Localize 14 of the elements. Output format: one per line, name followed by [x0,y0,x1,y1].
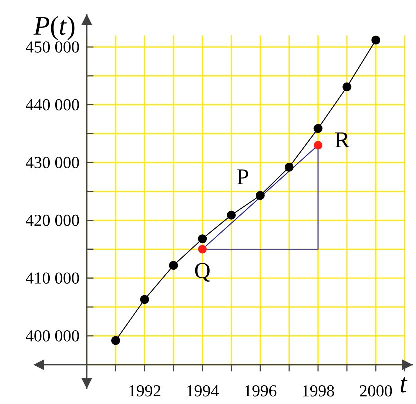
y-tick-label: 440 000 [26,99,80,111]
y-axis-title: P(t) [34,16,75,41]
y-tick-label: 430 000 [26,157,80,168]
annotation: P [237,170,248,185]
x-tick-label: 1998 [303,385,334,397]
x-tick-label: 1996 [245,385,277,397]
y-tick-label: 420 000 [26,214,80,226]
y-tick-label: 400 000 [26,330,80,342]
x-tick-label: 2000 [360,385,392,397]
y-tick-label: 450 000 [26,42,80,53]
x-axis-title: t [400,377,408,393]
y-tick-label: 410 000 [26,272,80,284]
x-tick-label: 1994 [187,385,220,397]
x-tick-label: 1992 [130,385,161,397]
